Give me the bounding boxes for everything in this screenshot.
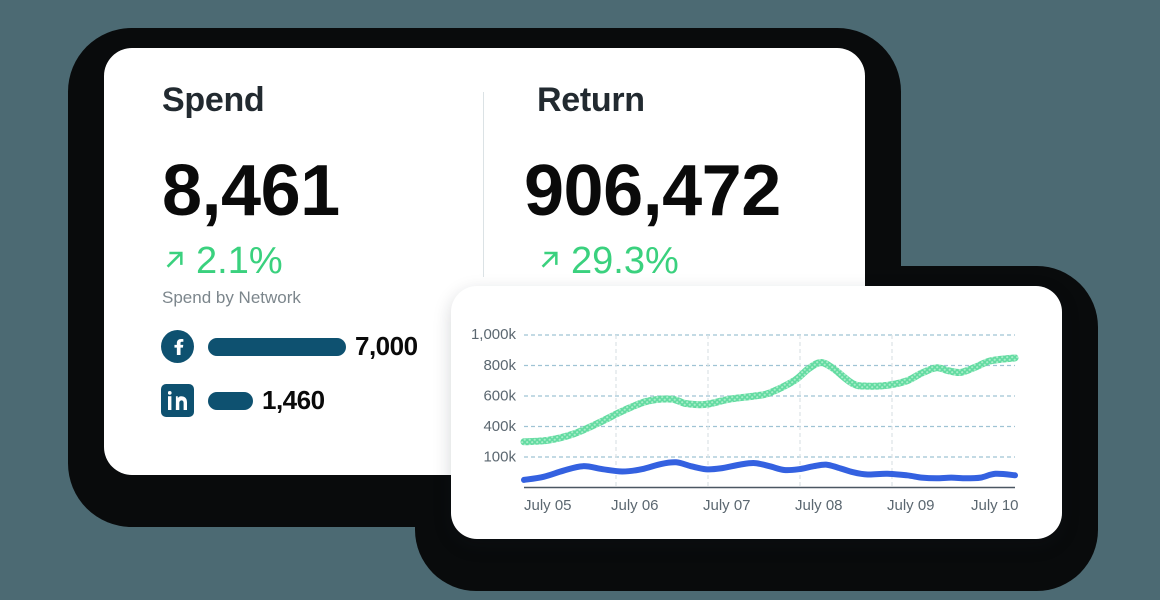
svg-text:July 06: July 06 [611,497,659,514]
svg-text:400k: 400k [483,418,516,435]
svg-text:1,000k: 1,000k [471,326,517,343]
svg-text:July 08: July 08 [795,497,843,514]
svg-text:100k: 100k [483,449,516,466]
svg-text:July 10: July 10 [971,497,1019,514]
svg-text:600k: 600k [483,388,516,405]
svg-text:800k: 800k [483,357,516,374]
svg-text:July 05: July 05 [524,497,572,514]
svg-text:July 09: July 09 [887,497,935,514]
svg-text:July 07: July 07 [703,497,751,514]
